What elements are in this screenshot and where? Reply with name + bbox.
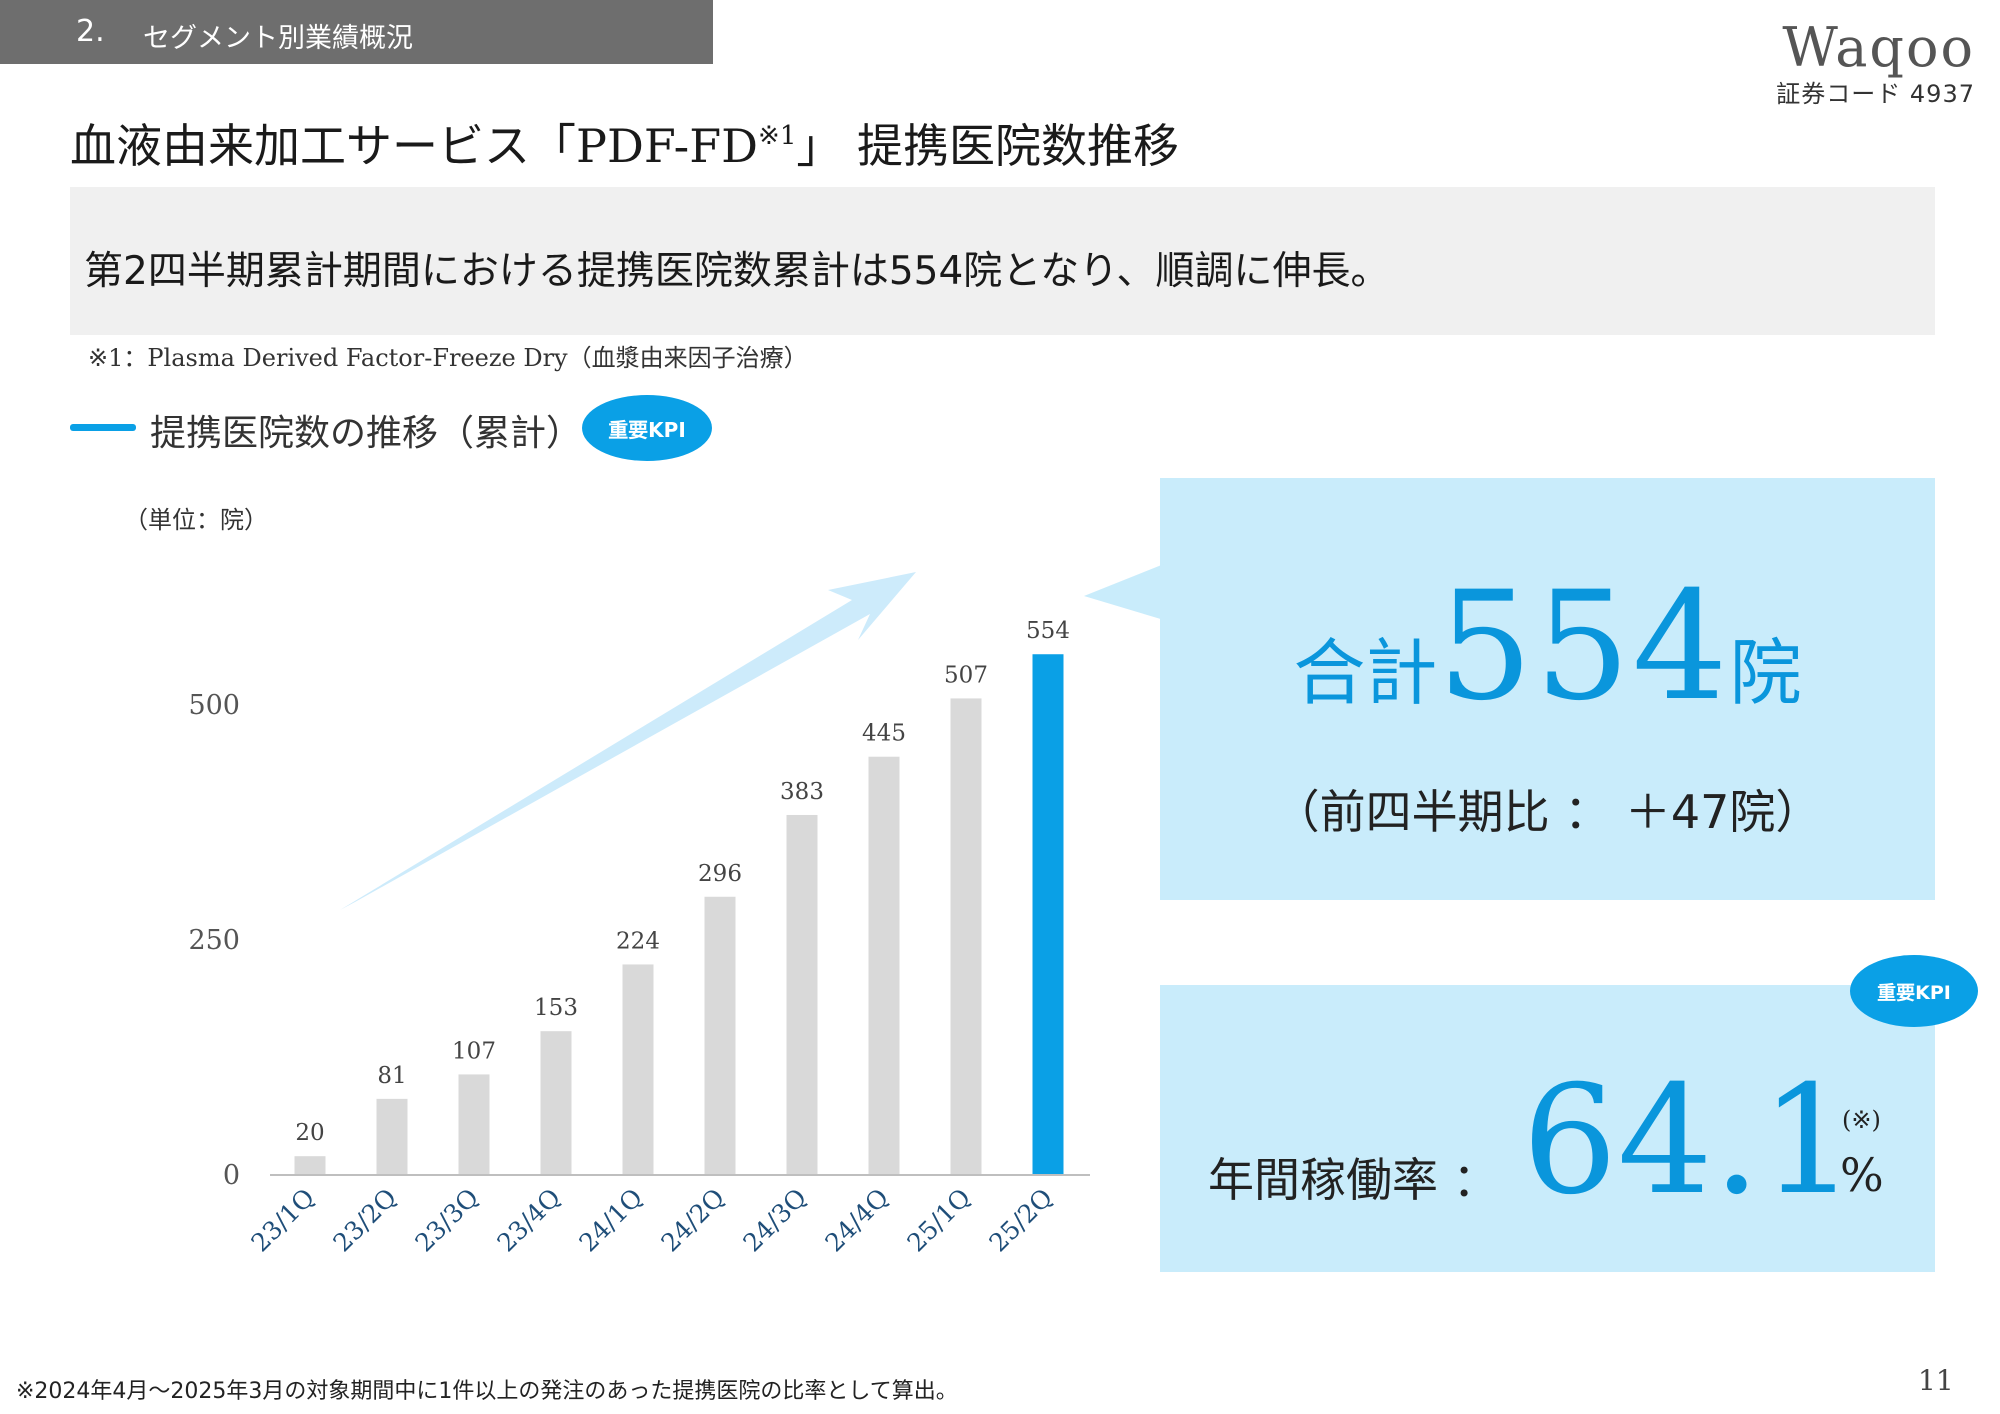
y-tick-label: 0 [223,1160,240,1191]
stock-code: 証券コード 4937 [1776,80,1975,108]
total-value: 554 [1437,560,1730,734]
data-label: 81 [377,1063,406,1089]
total-panel [1160,478,1935,900]
bar [540,1031,572,1175]
trend-arrow [340,572,916,910]
qoq-change: （前四半期比 ： ＋47院） [1273,785,1822,839]
summary-box [70,187,1935,335]
section-number: 2. [76,14,105,49]
page-number: 11 [1918,1364,1954,1397]
y-tick-label: 250 [188,925,240,956]
bars: 20 81 107 153 224 296 383 445 507 554 [294,618,1070,1175]
bar [376,1098,408,1175]
page-title: 血液由来加工サービス「PDF-FD※1」 提携医院数推移 [70,110,1179,176]
utilization-unit: % [1840,1148,1884,1202]
utilization-label: 年間稼働率 ： [1208,1153,1499,1207]
bar [294,1156,326,1175]
data-label: 153 [534,995,578,1021]
bar [458,1074,490,1175]
x-tick-label: 24/3Q [738,1183,813,1258]
page-title-rest: 」 提携医院数推移 [796,119,1179,173]
data-label: 107 [452,1038,496,1064]
section-tab [0,0,713,64]
bar [950,698,982,1175]
x-tick-label: 24/2Q [656,1183,731,1258]
utilization-note-mark: (※) [1842,1106,1881,1134]
data-label: 445 [862,721,906,747]
data-label: 554 [1026,618,1070,644]
company-logo: Waqoo [1782,16,1975,79]
data-label: 383 [780,779,824,805]
data-label: 507 [944,662,988,688]
total-count: 合計554院 [1160,560,1935,734]
x-tick-label: 24/1Q [574,1183,649,1258]
page-title-footnote-mark: ※1 [758,121,797,151]
bar [868,756,900,1175]
utilization-value: 64.1 [1522,1054,1856,1228]
bar [786,814,818,1175]
data-label: 20 [295,1120,324,1146]
x-tick-label: 25/2Q [984,1183,1059,1258]
bar [622,964,654,1175]
data-label: 224 [616,928,660,954]
kpi-badge: 重要KPI [582,395,712,461]
callout-pointer [1084,564,1164,620]
x-tick-label: 23/4Q [492,1183,567,1258]
data-label: 296 [698,861,742,887]
bar [704,896,736,1175]
x-tick-label: 23/2Q [328,1183,403,1258]
footnote-pdf-fd: ※1：Plasma Derived Factor-Freeze Dry（血漿由来… [88,344,808,372]
summary-text: 第2四半期累計期間における提携医院数累計は554院となり、順調に伸長。 [84,249,1390,294]
legend-line [70,424,136,431]
x-tick-label: 23/1Q [246,1183,321,1258]
x-axis-labels: 23/1Q 23/2Q 23/3Q 23/4Q 24/1Q 24/2Q 24/3Q 24/4Q… [246,1183,1059,1258]
utilization-panel [1160,985,1935,1272]
kpi-badge: 重要KPI [1850,955,1978,1027]
section-title: セグメント別業績概況 [143,23,413,54]
y-axis: 0 250 500 [188,690,240,1191]
total-suffix: 院 [1729,631,1802,715]
x-tick-label: 24/4Q [820,1183,895,1258]
bar-chart: 0 250 500 20 81 107 153 224 296 383 445 507 554 23/… [188,572,1090,1258]
footnote-utilization: ※2024年4月～2025年3月の対象期間中に1件以上の発注のあった提携医院の比… [16,1379,958,1404]
y-tick-label: 500 [188,690,240,721]
chart-unit-label: （単位：院） [124,506,268,534]
page-title-main: 血液由来加工サービス「PDF-FD [70,119,759,173]
total-prefix: 合計 [1293,631,1438,715]
bar [1032,654,1064,1175]
x-tick-label: 23/3Q [410,1183,485,1258]
chart-heading: 提携医院数の推移（累計） [150,413,583,454]
x-tick-label: 25/1Q [902,1183,977,1258]
